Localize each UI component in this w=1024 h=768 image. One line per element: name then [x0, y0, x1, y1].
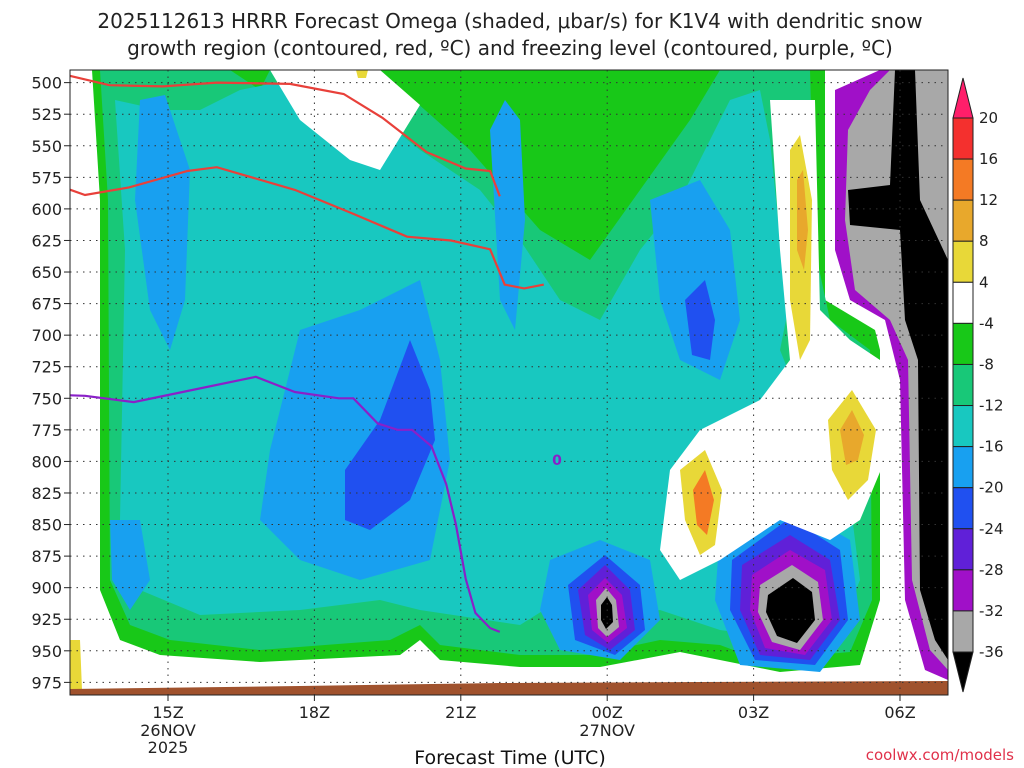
colorbar-swatch	[952, 528, 974, 571]
colorbar-swatch	[952, 322, 974, 365]
omega-core-orange-b	[840, 410, 864, 465]
chart-title-line-1: 2025112613 HRRR Forecast Omega (shaded, …	[97, 9, 922, 33]
y-tick-label: 625	[31, 231, 62, 250]
colorbar-swatch	[952, 446, 974, 489]
colorbar-swatch	[952, 487, 974, 530]
y-tick-label: 700	[31, 326, 62, 345]
omega-band-right-black	[848, 70, 948, 660]
y-tick-label: 725	[31, 358, 62, 377]
colorbar-label: -20	[979, 479, 1004, 497]
x-tick-label: 06Z	[884, 703, 915, 722]
y-tick-label: 925	[31, 610, 62, 629]
y-tick-label: 650	[31, 263, 62, 282]
plot-area	[70, 70, 948, 695]
omega-band-m16a	[135, 95, 190, 350]
colorbar: 20 16 12 8 4 -4 -8 -12 -16 -20 -24 -28 -32 -36	[952, 77, 1004, 693]
colorbar-swatch	[952, 569, 974, 612]
omega-positive-top	[270, 70, 420, 170]
y-tick-label: 525	[31, 105, 62, 124]
colorbar-label: -16	[979, 438, 1004, 456]
x-tick-sublabel: 26NOV	[140, 721, 196, 740]
colorbar-label: -28	[979, 561, 1004, 579]
y-tick-label: 600	[31, 200, 62, 219]
colorbar-swatch	[952, 199, 974, 242]
colorbar-top-arrow	[952, 77, 974, 119]
omega-core-orange-a	[693, 470, 714, 535]
omega-core-yellow-d	[356, 70, 368, 78]
omega-core-yellow-e	[70, 640, 82, 690]
colorbar-swatch	[952, 281, 974, 324]
colorbar-label: 20	[979, 109, 998, 127]
freezing-level-contour	[70, 375, 501, 633]
colorbar-swatch	[952, 158, 974, 201]
y-tick-label: 575	[31, 168, 62, 187]
colorbar-label: 4	[979, 273, 989, 291]
colorbar-swatch	[952, 405, 974, 448]
chart-title-line-2: growth region (contoured, red, ºC) and f…	[127, 36, 893, 60]
colorbar-label: -24	[979, 520, 1004, 538]
x-tick-sublabel: 2025	[148, 738, 189, 757]
omega-band-m20a	[345, 340, 435, 530]
y-tick-label: 850	[31, 516, 62, 535]
colorbar-label: -12	[979, 397, 1004, 415]
y-tick-label: 950	[31, 642, 62, 661]
y-tick-label: 550	[31, 137, 62, 156]
y-tick-label: 500	[31, 74, 62, 93]
y-axis: 500 525 550 575 600 625 650 675 700 725 750 775 800 8…	[31, 74, 70, 692]
colorbar-swatch	[952, 610, 974, 653]
omega-band-m36b	[766, 578, 815, 643]
colorbar-swatch	[952, 363, 974, 407]
y-tick-label: 800	[31, 452, 62, 471]
colorbar-label: -4	[979, 314, 994, 332]
omega-band-m36a	[601, 597, 613, 629]
terrain-ground	[70, 681, 948, 695]
x-tick-sublabel: 27NOV	[579, 721, 635, 740]
y-tick-label: 825	[31, 484, 62, 503]
y-tick-label: 875	[31, 547, 62, 566]
y-tick-label: 900	[31, 579, 62, 598]
y-tick-label: 975	[31, 673, 62, 692]
colorbar-swatch	[952, 240, 974, 283]
colorbar-label: 8	[979, 232, 989, 250]
x-tick-label: 00Z	[592, 703, 623, 722]
omega-band-m20b	[685, 280, 715, 360]
omega-core-orange-c	[797, 170, 808, 270]
omega-band-m16g	[110, 520, 150, 610]
colorbar-label: -8	[979, 355, 994, 373]
omega-band-m16d	[650, 180, 740, 380]
dgz-lower-contour	[70, 166, 545, 290]
y-tick-label: 775	[31, 421, 62, 440]
colorbar-swatch	[952, 117, 974, 160]
gridlines	[70, 70, 948, 695]
credit-text: coolwx.com/models	[866, 746, 1014, 764]
freezing-label-bg	[550, 451, 564, 467]
x-tick-label: 18Z	[299, 703, 330, 722]
colorbar-label: 12	[979, 191, 998, 209]
freezing-level-label: 0	[552, 453, 562, 469]
x-tick-label: 03Z	[738, 703, 769, 722]
dgz-upper-contour	[70, 74, 501, 197]
x-axis-label: Forecast Time (UTC)	[414, 747, 605, 768]
colorbar-label: -32	[979, 602, 1004, 620]
omega-positive-strip	[660, 100, 885, 580]
colorbar-label: 16	[979, 150, 998, 168]
y-tick-label: 750	[31, 389, 62, 408]
x-tick-label: 15Z	[152, 703, 183, 722]
y-tick-label: 675	[31, 295, 62, 314]
plot-frame	[69, 69, 949, 696]
x-tick-label: 21Z	[445, 703, 476, 722]
colorbar-bottom-arrow	[952, 651, 974, 693]
colorbar-label: -36	[979, 643, 1004, 661]
